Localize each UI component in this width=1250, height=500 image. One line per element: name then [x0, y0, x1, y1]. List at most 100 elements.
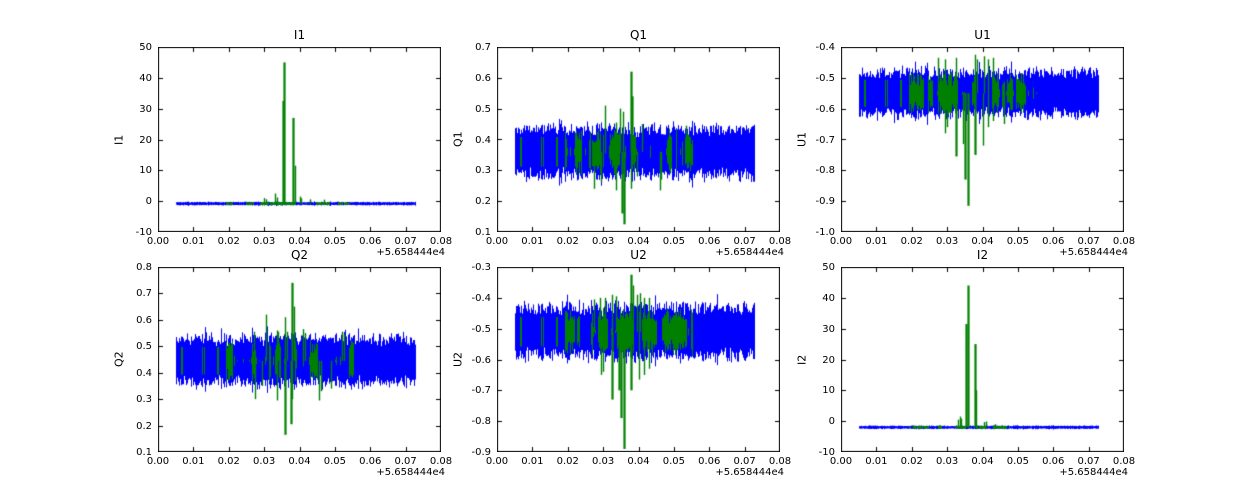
y-tick-label: 10 [139, 165, 152, 177]
y-tick-label: -10 [135, 227, 152, 238]
plot-area-canvas [158, 267, 441, 452]
x-axis-offset-label: +5.658444e4 [715, 247, 784, 258]
x-tick-label: 0.04 [288, 456, 311, 467]
y-tick-label: 30 [822, 323, 835, 335]
x-tick-label: 0.05 [662, 456, 685, 467]
y-axis-label: U2 [451, 351, 465, 368]
y-tick-label: -0.7 [471, 385, 491, 397]
y-tick-label: 0.1 [136, 447, 152, 458]
y-tick-label: -0.7 [815, 134, 835, 146]
x-tick-label: 0.03 [935, 236, 959, 247]
plot-title: Q1 [629, 28, 648, 42]
y-tick-label: -0.6 [815, 103, 835, 115]
x-tick-label: 0.08 [429, 456, 453, 467]
x-tick-label: 0.08 [768, 236, 792, 247]
x-axis-offset-label: +5.658444e4 [715, 467, 784, 478]
y-tick-label: 0.4 [136, 367, 152, 379]
y-tick-label: -0.9 [815, 196, 835, 208]
subplot-i1: I1 I1 0.00 0.01 0.02 0.03 0.04 0.05 0.06 0.07 0.… [113, 28, 453, 258]
y-tick-label: -0.5 [471, 323, 491, 335]
y-tick-label: 0.7 [136, 288, 152, 300]
x-tick-label: 0.02 [900, 456, 923, 467]
plot-area-canvas [497, 47, 780, 232]
x-tick-label: 0.06 [698, 236, 721, 247]
y-tick-label: 40 [139, 72, 152, 84]
y-tick-label: 40 [822, 292, 835, 304]
y-tick-label: 10 [822, 385, 835, 397]
subplot-u2: U2 U2 0.00 0.01 0.02 0.03 0.04 0.05 0.06 0.07 0.… [452, 248, 792, 478]
x-tick-label: 0.00 [485, 236, 509, 247]
x-tick-label: 0.06 [698, 456, 721, 467]
plot-title: U1 [974, 28, 991, 42]
subplot-q2: Q2 Q2 0.00 0.01 0.02 0.03 0.04 0.05 0.06 0.07 0.… [113, 248, 453, 478]
x-axis-offset-label: +5.658444e4 [1059, 467, 1128, 478]
y-tick-label: 0.8 [136, 262, 152, 273]
y-axis-label: U1 [795, 131, 809, 148]
x-tick-label: 0.05 [323, 236, 346, 247]
plot-title: I2 [976, 248, 989, 262]
x-tick-label: 0.00 [485, 456, 509, 467]
x-tick-label: 0.06 [359, 456, 382, 467]
y-tick-label: 0.2 [475, 196, 491, 208]
y-tick-label: 30 [139, 103, 152, 115]
x-tick-label: 0.00 [146, 236, 170, 247]
x-tick-label: 0.04 [627, 236, 650, 247]
x-tick-label: 0.08 [1112, 236, 1136, 247]
x-tick-label: 0.01 [182, 456, 205, 467]
x-tick-label: 0.02 [556, 456, 579, 467]
x-tick-label: 0.06 [359, 236, 382, 247]
y-axis-label: I1 [112, 134, 126, 145]
x-tick-label: 0.08 [768, 456, 792, 467]
x-tick-label: 0.03 [935, 456, 959, 467]
y-tick-label: -0.8 [471, 416, 491, 428]
x-tick-label: 0.07 [394, 236, 417, 247]
subplot-q1: Q1 Q1 0.00 0.01 0.02 0.03 0.04 0.05 0.06 0.07 0.… [452, 28, 792, 258]
y-tick-label: -0.6 [471, 354, 491, 366]
y-tick-label: -0.9 [471, 447, 491, 458]
x-tick-label: 0.00 [829, 456, 853, 467]
subplot-u1: U1 U1 0.00 0.01 0.02 0.03 0.04 0.05 0.06 0.07 0.… [796, 28, 1136, 258]
x-tick-label: 0.03 [252, 236, 276, 247]
x-tick-label: 0.04 [971, 456, 994, 467]
x-tick-label: 0.00 [829, 236, 853, 247]
x-tick-label: 0.03 [591, 456, 615, 467]
y-tick-label: 0.6 [475, 72, 491, 84]
x-tick-label: 0.08 [1112, 456, 1136, 467]
y-tick-label: -0.4 [815, 42, 835, 53]
y-tick-label: -0.8 [815, 165, 835, 177]
x-tick-label: 0.05 [662, 236, 685, 247]
x-tick-label: 0.00 [146, 456, 170, 467]
x-axis-offset-label: +5.658444e4 [376, 467, 445, 478]
plot-title: U2 [630, 248, 647, 262]
x-tick-label: 0.07 [733, 236, 756, 247]
y-axis-label: Q1 [451, 131, 465, 148]
y-tick-label: -0.4 [471, 292, 491, 304]
y-tick-label: 20 [822, 354, 835, 366]
x-tick-label: 0.02 [556, 236, 579, 247]
y-tick-label: 0.1 [475, 227, 491, 238]
x-tick-label: 0.01 [182, 236, 205, 247]
y-tick-label: 0 [828, 416, 835, 428]
x-tick-label: 0.08 [429, 236, 453, 247]
y-axis-label: I2 [795, 354, 809, 365]
x-tick-label: 0.04 [627, 456, 650, 467]
x-tick-label: 0.06 [1042, 456, 1065, 467]
y-tick-label: 0.3 [475, 165, 491, 177]
plot-area-canvas [841, 47, 1124, 232]
y-tick-label: -10 [818, 447, 835, 458]
x-tick-label: 0.01 [865, 236, 888, 247]
subplot-i2: I2 I2 0.00 0.01 0.02 0.03 0.04 0.05 0.06 0.07 0.… [796, 248, 1136, 478]
x-tick-label: 0.02 [217, 236, 240, 247]
y-tick-label: 0.5 [475, 103, 491, 115]
plot-area-canvas [158, 47, 441, 232]
x-axis-offset-label: +5.658444e4 [1059, 247, 1128, 258]
y-tick-label: 50 [822, 262, 835, 273]
x-tick-label: 0.01 [865, 456, 888, 467]
x-tick-label: 0.05 [1006, 236, 1029, 247]
x-tick-label: 0.07 [733, 456, 756, 467]
x-tick-label: 0.04 [971, 236, 994, 247]
y-tick-label: 0.7 [475, 42, 491, 53]
x-axis-offset-label: +5.658444e4 [376, 247, 445, 258]
y-tick-label: -0.3 [471, 262, 491, 273]
